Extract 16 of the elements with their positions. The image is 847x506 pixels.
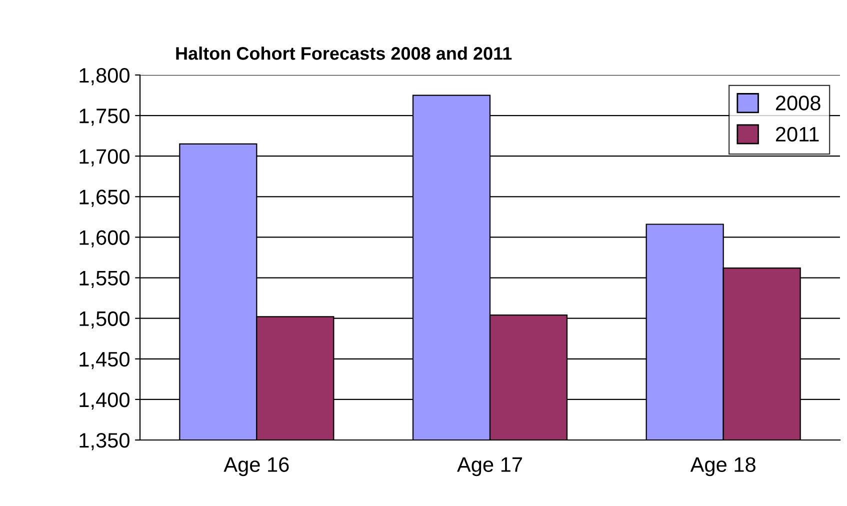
x-tick-label: Age 18 — [690, 457, 756, 476]
x-tick-label: Age 16 — [224, 457, 289, 476]
y-tick-label: 1,700 — [80, 149, 130, 166]
y-tick-label: 1,750 — [80, 108, 130, 126]
legend-label: 2008 — [776, 96, 820, 110]
y-tick-label: 1,650 — [80, 190, 130, 207]
x-tick-label: Age 17 — [457, 457, 522, 476]
y-tick-label: 1,600 — [80, 230, 130, 248]
y-tick-label: 1,550 — [80, 270, 130, 288]
y-tick-label: 1,350 — [80, 433, 130, 450]
y-tick-label: 1,500 — [80, 311, 130, 329]
y-tick-label: 1,800 — [80, 68, 130, 86]
legend-label: 2011 — [776, 126, 819, 142]
chart-title: Halton Cohort Forecasts 2008 and 2011 — [176, 46, 512, 60]
y-tick-label: 1,450 — [80, 352, 130, 370]
y-tick-label: 1,400 — [80, 392, 130, 410]
